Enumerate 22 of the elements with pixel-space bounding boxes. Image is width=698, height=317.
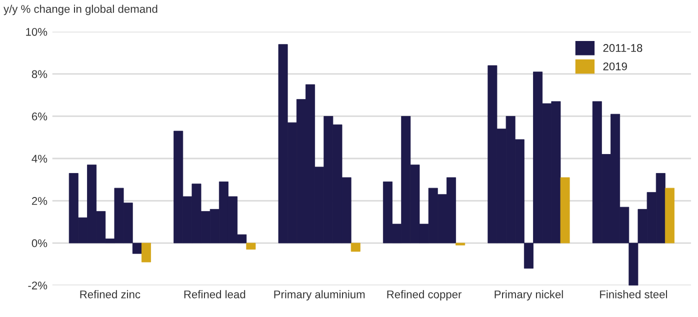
x-tick-label: Refined lead [184, 290, 246, 298]
bar [246, 242, 256, 250]
legend-label: 2011-18 [603, 44, 642, 52]
bar [560, 177, 570, 244]
legend-label: 2019 [603, 62, 627, 70]
x-tick-label: Primary aluminium [274, 290, 365, 301]
bar [350, 242, 360, 252]
y-tick-label: 4% [32, 154, 48, 163]
x-tick-label: Refined copper [387, 290, 462, 301]
bar [141, 242, 151, 262]
y-tick-label: 10% [26, 28, 48, 36]
y-tick-label: 6% [32, 112, 48, 120]
y-tick-label: 0% [32, 239, 48, 248]
y-tick-label: 8% [32, 70, 48, 78]
x-tick-label: Primary nickel [494, 290, 563, 301]
y-axis-title: y/y % change in global demand [4, 4, 158, 16]
y-tick-label: -2% [28, 282, 48, 290]
bar [456, 242, 466, 246]
x-tick-label: Refined zinc [80, 290, 140, 298]
y-tick-label: 2% [32, 197, 48, 205]
bar [664, 188, 674, 244]
x-tick-label: Finished steel [600, 290, 667, 298]
